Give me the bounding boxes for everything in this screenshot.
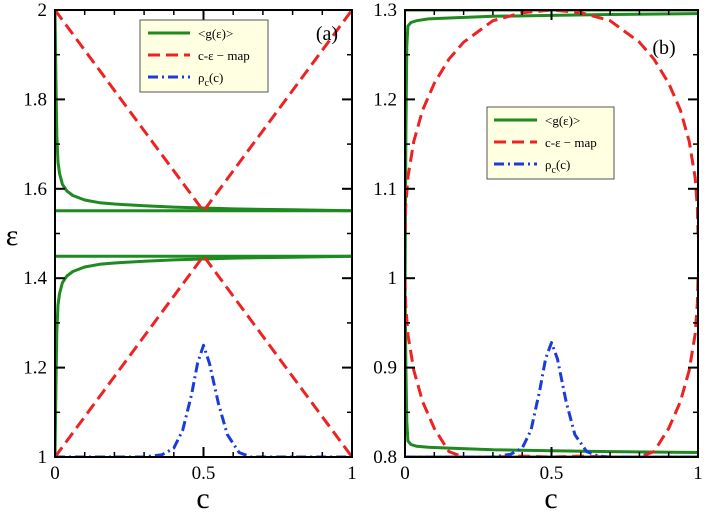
panel-a-legend: <g(ε)> c-ε − map ρc(c): [139, 19, 269, 93]
panel-a-y-tick-label-3: 1.6: [23, 179, 47, 200]
panel-b-legend-label-map: c-ε − map: [545, 135, 597, 150]
panel-b-y-tick-label-3: 1.1: [373, 179, 397, 200]
panel-b-x-axis-title: c: [544, 482, 557, 515]
panel-b-series-2: [405, 287, 698, 454]
panel-a-series-group: [55, 10, 352, 457]
panel-a-y-tick-label-0: 1: [38, 447, 48, 468]
panel-b-series-0: [405, 12, 698, 297]
panel-b-legend: <g(ε)> c-ε − map ρc(c): [486, 106, 615, 180]
panel-b-tag: (b): [652, 37, 675, 59]
panel-b-ticks: 0 0.5 1 0.8 0.9 1 1.1 1.2 1.3: [373, 0, 703, 484]
panel-a-x-tick-label-2: 1: [347, 463, 357, 484]
panel-b-x-tick-label-1: 0.5: [540, 463, 564, 484]
panel-a-series-3: [55, 254, 352, 457]
panel-b: 0 0.5 1 0.8 0.9 1 1.1 1.2 1.3 (b) c <g(ε)> c-ε −…: [373, 0, 703, 515]
panel-a-y-tick-label-1: 1.2: [23, 358, 47, 379]
panel-b-frame: [404, 9, 699, 458]
panel-b-y-tick-label-1: 0.9: [373, 358, 397, 379]
panel-a-y-tick-label-2: 1.4: [23, 268, 47, 289]
panel-a-y-axis-title: ε: [6, 219, 19, 252]
panel-b-y-tick-label-2: 1: [388, 268, 398, 289]
panel-b-legend-label-g: <g(ε)>: [545, 113, 580, 128]
panel-a-series-5: [55, 254, 352, 457]
panel-b-x-tick-label-0: 0: [400, 463, 410, 484]
panel-b-series-group: [405, 10, 698, 457]
panel-a-legend-label-map: c-ε − map: [198, 48, 250, 63]
panel-a-x-tick-label-0: 0: [50, 463, 60, 484]
panel-b-series-5: [405, 278, 698, 457]
panel-a-series-6: [55, 343, 352, 457]
panel-a-legend-label-rho: ρc(c): [198, 70, 223, 89]
panel-b-series-6: [405, 341, 698, 457]
panel-b-y-tick-label-0: 0.8: [373, 447, 397, 468]
panel-a-tag: (a): [316, 23, 338, 45]
panel-a-y-tick-label-4: 1.8: [23, 89, 47, 110]
panel-a-series-4: [55, 10, 352, 213]
panel-a-x-tick-label-1: 0.5: [192, 463, 216, 484]
panel-b-y-tick-label-5: 1.3: [373, 0, 397, 21]
panel-a: 0 0.5 1 1 1.2 1.4 1.6 1.8 2 (a) c ε <g(ε)> c-ε −…: [6, 0, 357, 515]
panel-b-legend-label-rho: ρc(c): [545, 157, 570, 176]
panel-b-x-tick-label-2: 1: [693, 463, 703, 484]
panel-b-plot-area: [405, 10, 698, 457]
panel-b-y-tick-label-4: 1.2: [373, 89, 397, 110]
panel-a-y-tick-label-5: 2: [38, 0, 48, 21]
panel-a-legend-label-g: <g(ε)>: [198, 26, 233, 41]
panel-a-plot-area: [55, 10, 352, 457]
panel-a-frame: [54, 9, 353, 458]
panel-a-x-axis-title: c: [196, 482, 209, 515]
